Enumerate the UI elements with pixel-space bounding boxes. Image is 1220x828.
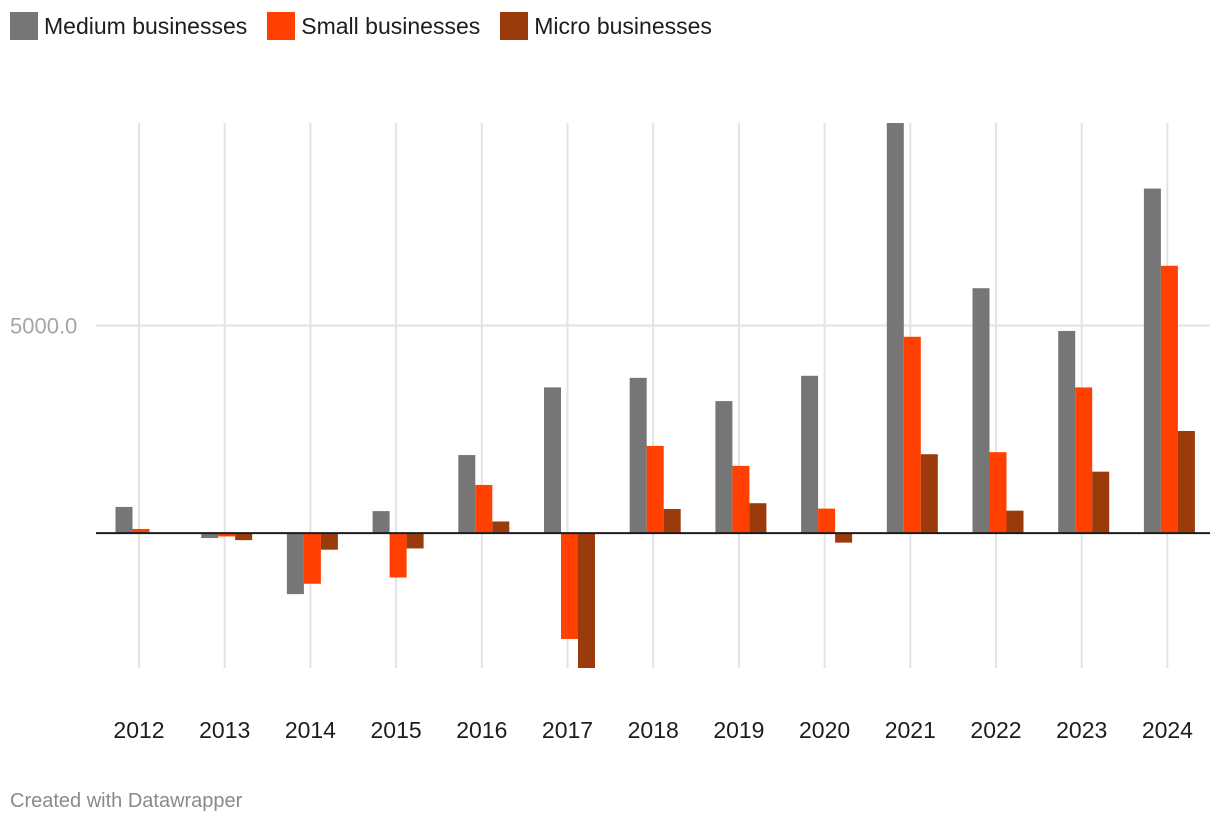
x-tick-label-2018: 2018 (628, 717, 679, 743)
legend-label-medium: Medium businesses (44, 12, 248, 39)
bar-small-businesses-2012 (132, 528, 150, 534)
bar-small-businesses-2013 (218, 533, 236, 537)
bar-small-businesses-2024 (1160, 265, 1178, 534)
grid-layer (96, 123, 1210, 668)
bar-micro-businesses-2016 (492, 521, 510, 534)
legend-item-micro: Micro businesses (500, 12, 712, 40)
bar-medium-businesses-2014 (286, 533, 304, 595)
x-tick-label-2012: 2012 (113, 717, 164, 743)
bar-micro-businesses-2024 (1177, 430, 1195, 534)
bar-small-businesses-2019 (732, 465, 750, 534)
x-tick-label-2014: 2014 (285, 717, 336, 743)
legend-item-medium: Medium businesses (10, 12, 247, 40)
x-tick-label-2016: 2016 (456, 717, 507, 743)
bar-medium-businesses-2021 (886, 123, 904, 534)
bar-micro-businesses-2023 (1092, 471, 1110, 534)
bar-chart: 5000.0 2012 2013 2014 2015 2016 2017 2018 2019 20… (10, 123, 1210, 743)
legend-label-micro: Micro businesses (534, 12, 712, 39)
bar-medium-businesses-2022 (972, 288, 990, 534)
legend-swatch-small (267, 12, 296, 40)
bar-medium-businesses-2018 (629, 377, 647, 534)
bar-layer (115, 123, 1195, 668)
bar-micro-businesses-2014 (320, 533, 338, 550)
bar-micro-businesses-2017 (578, 533, 595, 668)
x-tick-label-2019: 2019 (713, 717, 764, 743)
bar-small-businesses-2016 (475, 484, 493, 534)
x-tick-label-2021: 2021 (885, 717, 936, 743)
bar-micro-businesses-2021 (920, 454, 938, 534)
x-tick-label-2020: 2020 (799, 717, 850, 743)
bar-small-businesses-2015 (389, 533, 407, 578)
bar-medium-businesses-2019 (715, 401, 733, 534)
x-tick-label-2013: 2013 (199, 717, 250, 743)
bar-small-businesses-2018 (646, 445, 664, 534)
bar-micro-businesses-2019 (749, 503, 767, 534)
bar-medium-businesses-2020 (801, 375, 819, 534)
axis-layer: 5000.0 2012 2013 2014 2015 2016 2017 2018 2019 20… (10, 314, 1210, 743)
bar-medium-businesses-2017 (544, 387, 561, 534)
legend-swatch-micro (500, 12, 529, 40)
x-tick-label-2022: 2022 (970, 717, 1021, 743)
legend-swatch-medium (10, 12, 38, 40)
bar-small-businesses-2021 (903, 336, 921, 534)
credit-text: Created with Datawrapper (10, 790, 243, 812)
bar-micro-businesses-2018 (663, 509, 681, 534)
y-tick-label: 5000.0 (10, 314, 77, 339)
x-tick-label-2023: 2023 (1056, 717, 1107, 743)
bar-small-businesses-2020 (818, 508, 836, 534)
bar-micro-businesses-2013 (235, 533, 253, 541)
x-tick-label-2024: 2024 (1142, 717, 1193, 743)
bar-medium-businesses-2015 (372, 511, 390, 534)
legend: Medium businesses Small businesses Micro… (10, 12, 732, 40)
bar-small-businesses-2023 (1075, 387, 1093, 534)
bar-medium-businesses-2012 (115, 506, 133, 534)
bar-micro-businesses-2020 (835, 533, 853, 543)
bar-medium-businesses-2013 (201, 533, 219, 539)
bar-medium-businesses-2024 (1143, 188, 1161, 534)
bar-small-businesses-2022 (989, 452, 1007, 534)
bar-small-businesses-2014 (303, 533, 321, 584)
bar-medium-businesses-2023 (1058, 330, 1076, 534)
bar-micro-businesses-2015 (406, 533, 424, 549)
legend-item-small: Small businesses (267, 12, 480, 40)
bar-micro-businesses-2022 (1006, 510, 1024, 534)
bar-medium-businesses-2016 (458, 455, 476, 534)
x-tick-label-2015: 2015 (371, 717, 422, 743)
x-tick-label-2017: 2017 (542, 717, 593, 743)
bar-small-businesses-2017 (561, 533, 578, 639)
legend-label-small: Small businesses (301, 12, 481, 39)
